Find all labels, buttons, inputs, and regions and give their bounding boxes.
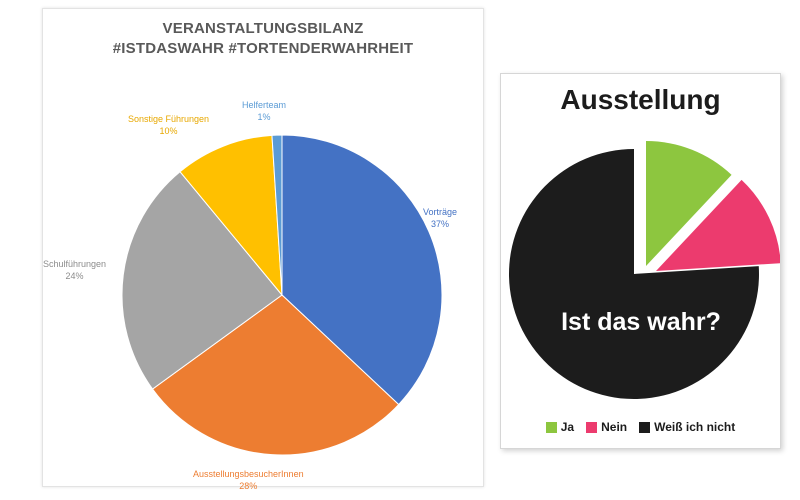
legend-item-nein: Nein <box>586 420 627 434</box>
slice-label-ausstellungsbesucher: AusstellungsbesucherInnen 28% <box>193 469 304 491</box>
slice-label-vortraege: Vorträge 37% <box>423 207 458 229</box>
pie-slice-schulfuhrungen <box>121 171 283 390</box>
slice-label-helferteam: Helferteam 1% <box>242 100 287 122</box>
pie-slice-sonstige-fuhrungen <box>179 134 283 297</box>
legend-label-nein: Nein <box>601 420 628 434</box>
legend-swatch-nein <box>586 421 598 433</box>
pie-slice-weiss-ich-nicht <box>508 148 759 399</box>
pie-slice-ausstellungsbesucherinnen <box>151 294 400 456</box>
chart-panel-ausstellung: Ausstellung Ist das wahr? Ja Nein Weiß i… <box>500 73 781 449</box>
legend-label-ja: Ja <box>560 420 575 434</box>
slice-label-schulfuehrungen: Schulführungen 24% <box>43 259 107 281</box>
legend: Ja Nein Weiß ich nicht <box>501 420 780 434</box>
legend-item-weiss-nicht: Weiß ich nicht <box>639 420 735 434</box>
chart-panel-veranstaltungsbilanz: VERANSTALTUNGSBILANZ #ISTDASWAHR #TORTEN… <box>42 8 484 491</box>
pie-slice-vortrage <box>281 134 443 406</box>
chart-subtitle: #ISTDASWAHR #TORTENDERWAHRHEIT <box>112 40 414 57</box>
chart-title: VERANSTALTUNGSBILANZ <box>162 20 364 37</box>
chart-title-ausstellung: Ausstellung <box>560 84 721 115</box>
pie-slice-ja <box>646 141 732 266</box>
pie-annotation: Ist das wahr? <box>561 308 721 336</box>
legend-swatch-ja <box>545 421 557 433</box>
legend-item-ja: Ja <box>545 420 575 434</box>
pie-slice-nein <box>656 179 780 271</box>
pie-chart-left <box>121 134 443 456</box>
pie-slice-helferteam <box>271 134 283 296</box>
legend-swatch-weiss-nicht <box>639 421 651 433</box>
pie-chart-right <box>508 141 780 399</box>
legend-label-weiss-nicht: Weiß ich nicht <box>654 420 736 434</box>
slice-label-sonstige: Sonstige Führungen 10% <box>128 114 210 136</box>
